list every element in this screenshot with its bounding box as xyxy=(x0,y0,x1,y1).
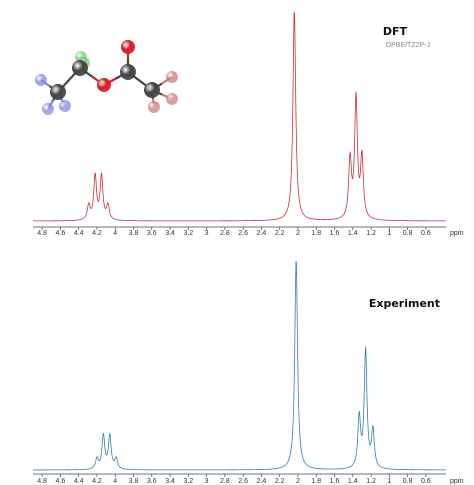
experiment-x-tick-label: 2.8 xyxy=(220,478,230,485)
dft-x-tick-label: 4.2 xyxy=(92,230,102,237)
experiment-x-tick-label: 4 xyxy=(113,478,117,485)
dft-x-tick-label: 3.4 xyxy=(165,230,175,237)
dft-x-tick-label: 1 xyxy=(387,230,391,237)
atom-c-c-carbonyl xyxy=(120,64,136,80)
atom-h-h-c2 xyxy=(166,93,178,105)
experiment-x-tick-label: 4.2 xyxy=(92,478,102,485)
experiment-x-tick-label: 1.6 xyxy=(330,478,340,485)
experiment-x-tick-label: 2 xyxy=(296,478,300,485)
atom-h-h-c1 xyxy=(166,71,178,83)
experiment-x-tick-label: 2.6 xyxy=(238,478,248,485)
experiment-x-tick-label: 0.6 xyxy=(421,478,431,485)
dft-spectrum-trace xyxy=(33,12,446,222)
experiment-x-tick-label: 3.4 xyxy=(165,478,175,485)
experiment-x-unit-label: ppm xyxy=(450,478,464,485)
experiment-label: Experiment xyxy=(369,297,440,310)
dft-x-tick-label: 4.6 xyxy=(56,230,66,237)
experiment-x-tick-label: 3.2 xyxy=(183,478,193,485)
dft-x-tick-label: 1.8 xyxy=(311,230,321,237)
dft-x-tick-label: 3.8 xyxy=(129,230,139,237)
experiment-x-tick-label: 3.8 xyxy=(129,478,139,485)
experiment-x-tick-label: 2.2 xyxy=(275,478,285,485)
dft-x-tick-label: 2.4 xyxy=(257,230,267,237)
dft-method-label: OPBE/TZ2P-J xyxy=(386,42,430,49)
ethyl-acetate-molecule xyxy=(35,40,178,115)
experiment-x-tick-label: 4.4 xyxy=(74,478,84,485)
experiment-spectrum-trace xyxy=(33,261,447,471)
experiment-x-tick-label: 1.2 xyxy=(366,478,376,485)
atom-h-h-a1 xyxy=(35,74,47,86)
dft-x-tick-label: 4.4 xyxy=(74,230,84,237)
dft-x-tick-label: 4 xyxy=(113,230,117,237)
dft-x-tick-label: 2.2 xyxy=(275,230,285,237)
dft-x-tick-label: 0.6 xyxy=(421,230,431,237)
atom-o-o-carbonyl xyxy=(121,40,135,54)
experiment-x-tick-label: 4.6 xyxy=(56,478,66,485)
experiment-x-ticks: 4.8 4.6 4.4 4.2 4 3.8 3.6 3.4 3.2 3 2.8 2.6 2.4 2.2 2 1… xyxy=(37,474,431,485)
dft-x-tick-label: 0.8 xyxy=(403,230,413,237)
dft-x-tick-label: 1.6 xyxy=(330,230,340,237)
experiment-x-tick-label: 0.8 xyxy=(403,478,413,485)
dft-x-tick-label: 1.4 xyxy=(348,230,358,237)
dft-x-tick-label: 2.8 xyxy=(220,230,230,237)
dft-x-ticks: 4.8 4.6 4.4 4.2 4 3.8 3.6 3.4 3.2 3 2.8 2.6 2.4 2.2 2 1… xyxy=(37,227,431,237)
atom-h-h-c3 xyxy=(148,101,160,113)
dft-x-tick-label: 2 xyxy=(296,230,300,237)
experiment-x-tick-label: 1.8 xyxy=(311,478,321,485)
experiment-spectrum-panel: 4.8 4.6 4.4 4.2 4 3.8 3.6 3.4 3.2 3 2.8 2.6 2.4 2.2 2 1… xyxy=(33,261,464,485)
atom-c-c-acetyl xyxy=(144,82,160,98)
dft-x-tick-label: 3 xyxy=(205,230,209,237)
experiment-x-tick-label: 4.8 xyxy=(37,478,47,485)
experiment-x-tick-label: 1 xyxy=(387,478,391,485)
dft-x-tick-label: 3.2 xyxy=(183,230,193,237)
experiment-x-tick-label: 3.6 xyxy=(147,478,157,485)
atom-o-o-ester xyxy=(97,78,111,92)
atom-c-c-methylene xyxy=(72,60,88,76)
dft-x-unit-label: ppm xyxy=(450,230,464,237)
experiment-x-tick-label: 1.4 xyxy=(348,478,358,485)
experiment-x-tick-label: 3 xyxy=(205,478,209,485)
atom-h-h-a3 xyxy=(59,100,71,112)
dft-x-tick-label: 2.6 xyxy=(238,230,248,237)
dft-spectrum-panel: 4.8 4.6 4.4 4.2 4 3.8 3.6 3.4 3.2 3 2.8 2.6 2.4 2.2 2 1… xyxy=(33,12,464,237)
dft-x-tick-label: 4.8 xyxy=(37,230,47,237)
experiment-x-tick-label: 2.4 xyxy=(257,478,267,485)
dft-label: DFT xyxy=(383,25,408,38)
dft-x-tick-label: 3.6 xyxy=(147,230,157,237)
dft-x-tick-label: 1.2 xyxy=(366,230,376,237)
atom-h-h-a2 xyxy=(42,103,54,115)
atom-c-c-methyl xyxy=(50,84,66,100)
